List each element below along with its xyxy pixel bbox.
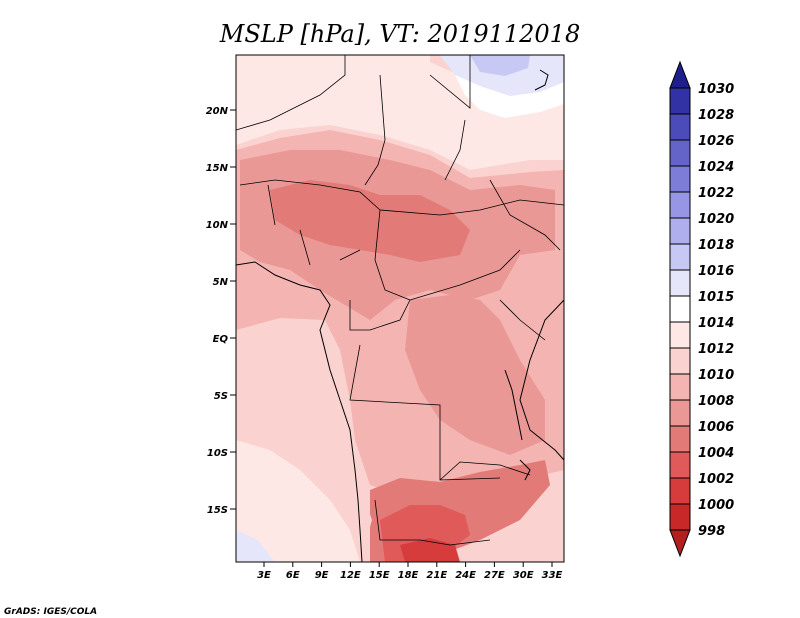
colorbar-label: 1004: [698, 446, 734, 461]
colorbar-label: 1022: [698, 186, 734, 201]
colorbar-label: 1018: [698, 238, 734, 253]
colorbar-swatch: [669, 87, 691, 115]
x-tick-label: 6E: [286, 570, 300, 581]
x-axis: 3E 6E 9E 12E 15E 18E 21E 24E 27E 30E 33E: [257, 562, 563, 581]
y-tick-label: 15S: [207, 505, 228, 516]
country-borders: [236, 55, 564, 546]
y-tick-label: 10N: [206, 220, 229, 231]
colorbar-label: 998: [698, 524, 725, 539]
colorbar-swatch: [669, 191, 691, 219]
colorbar-swatch: [669, 477, 691, 505]
pressure-field-1012-north: [236, 55, 564, 170]
colorbar-label: 1010: [698, 368, 734, 383]
colorbar-label: 1030: [698, 82, 734, 97]
colorbar-label: 1008: [698, 394, 734, 409]
y-tick-label: EQ: [213, 334, 229, 345]
pressure-field-1016-southwest: [236, 530, 275, 562]
colorbar-swatch: [669, 113, 691, 141]
colorbar-swatch: [669, 347, 691, 375]
colorbar-label: 1020: [698, 212, 734, 227]
colorbar-label: 1024: [698, 160, 734, 175]
chart-title: MSLP [hPa], VT: 2019112018: [219, 20, 580, 48]
y-tick-label: 10S: [207, 448, 228, 459]
x-tick-label: 12E: [340, 570, 361, 581]
x-tick-label: 3E: [257, 570, 271, 581]
x-tick-label: 24E: [455, 570, 476, 581]
x-tick-label: 27E: [484, 570, 505, 581]
colorbar-label: 1012: [698, 342, 734, 357]
colorbar-swatch: [669, 425, 691, 453]
coastlines: [236, 69, 564, 562]
colorbar-label: 1015: [698, 290, 734, 305]
pressure-field-1014-band: [455, 75, 564, 118]
pressure-field-1014-southwest: [236, 440, 360, 562]
colorbar-min-triangle: [669, 529, 691, 558]
pressure-map: [236, 55, 564, 562]
x-tick-label: 18E: [398, 570, 419, 581]
colorbar-swatch: [669, 217, 691, 245]
colorbar-swatch: [669, 399, 691, 427]
pressure-field-1018-top: [470, 55, 530, 76]
y-tick-label: 20N: [206, 106, 229, 117]
colorbar-label: 1014: [698, 316, 734, 331]
x-tick-label: 33E: [542, 570, 563, 581]
map-frame: [235, 54, 565, 563]
credit-label: GrADS: IGES/COLA: [4, 607, 97, 617]
colorbar-swatch: [669, 243, 691, 271]
x-tick-label: 15E: [369, 570, 390, 581]
x-tick-label: 9E: [315, 570, 329, 581]
colorbar-label: 1026: [698, 134, 734, 149]
colorbar-max-triangle: [669, 60, 691, 89]
colorbar-swatch: [669, 165, 691, 193]
colorbar-label: 1002: [698, 472, 734, 487]
colorbar-swatch: [669, 139, 691, 167]
colorbar-swatch: [669, 503, 691, 531]
colorbar-label: 1016: [698, 264, 734, 279]
x-tick-label: 21E: [426, 570, 447, 581]
colorbar-swatch: [669, 269, 691, 297]
y-tick-label: 5N: [213, 277, 229, 288]
colorbar-swatch: [669, 373, 691, 401]
y-axis: 20N 15N 10N 5N EQ 5S 10S 15S: [206, 106, 236, 516]
colorbar-label: 1028: [698, 108, 734, 123]
colorbar-swatch: [669, 451, 691, 479]
pressure-field-1006-north: [270, 180, 470, 262]
y-tick-label: 5S: [214, 391, 228, 402]
colorbar-swatch: [669, 295, 691, 323]
colorbar-label: 1000: [698, 498, 734, 513]
y-tick-label: 15N: [206, 163, 229, 174]
colorbar-label: 1006: [698, 420, 734, 435]
x-tick-label: 30E: [513, 570, 534, 581]
colorbar-swatch: [669, 321, 691, 349]
colorbar: 998 1000 1002 1004 1006 1008 1010 1012 1014 1015 1…: [669, 60, 734, 558]
